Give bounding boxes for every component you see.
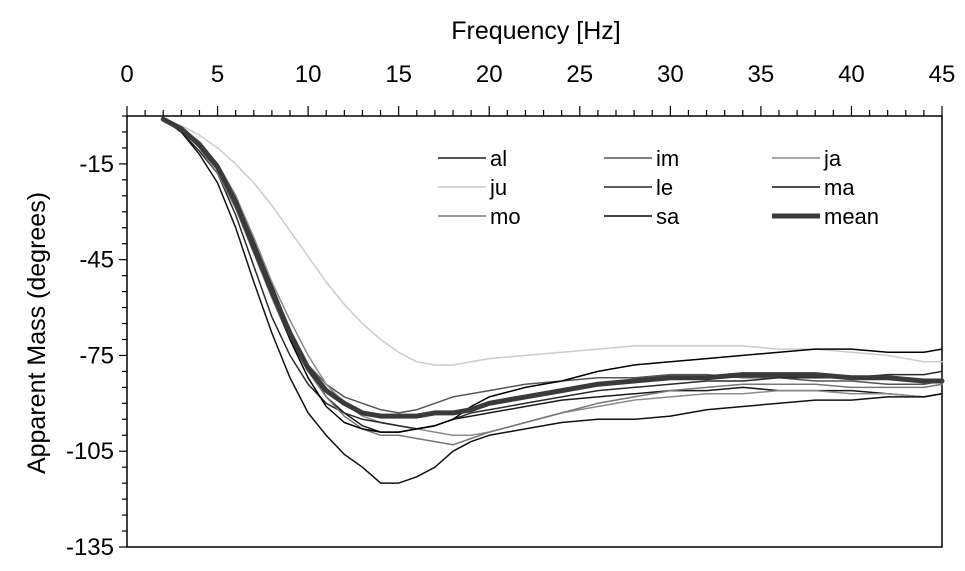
x-tick-label: 35 (748, 61, 775, 88)
legend-label-ju: ju (489, 175, 507, 200)
x-tick-label: 40 (838, 61, 865, 88)
legend-label-sa: sa (656, 204, 680, 229)
x-tick-label: 25 (566, 61, 593, 88)
x-tick-label: 15 (385, 61, 412, 88)
series-line-mean (160, 116, 945, 419)
legend-label-ma: ma (824, 175, 855, 200)
y-axis-title: Apparent Mass (degrees) (23, 192, 51, 474)
x-tick-label: 20 (476, 61, 503, 88)
y-tick-label: -45 (79, 247, 114, 274)
x-tick-label: 0 (120, 61, 133, 88)
x-tick-label: 10 (295, 61, 322, 88)
x-tick-label: 45 (929, 61, 956, 88)
legend-label-ja: ja (823, 146, 842, 171)
x-axis-title: Frequency [Hz] (451, 17, 621, 45)
series-line-ja (162, 118, 943, 437)
x-tick-label: 5 (211, 61, 224, 88)
series-line-ju (162, 118, 943, 366)
axes-group: 0 5 10 15 20 25 30 35 40 45 -15 -45 -75 -105 -135 (66, 61, 955, 561)
series-line-ma (162, 118, 943, 484)
legend-label-al: al (490, 146, 507, 171)
plot-frame (126, 115, 943, 548)
legend: al im ja ju le ma mo sa mean (438, 146, 879, 229)
y-tick-label: -105 (66, 438, 114, 465)
legend-label-mean: mean (824, 204, 879, 229)
y-tick-label: -15 (79, 151, 114, 178)
series-lines (160, 116, 945, 484)
y-tick-label: -135 (66, 534, 114, 561)
legend-label-mo: mo (490, 204, 521, 229)
legend-label-im: im (656, 146, 679, 171)
y-tick-label: -75 (79, 342, 114, 369)
legend-label-le: le (656, 175, 673, 200)
x-tick-label: 30 (657, 61, 684, 88)
